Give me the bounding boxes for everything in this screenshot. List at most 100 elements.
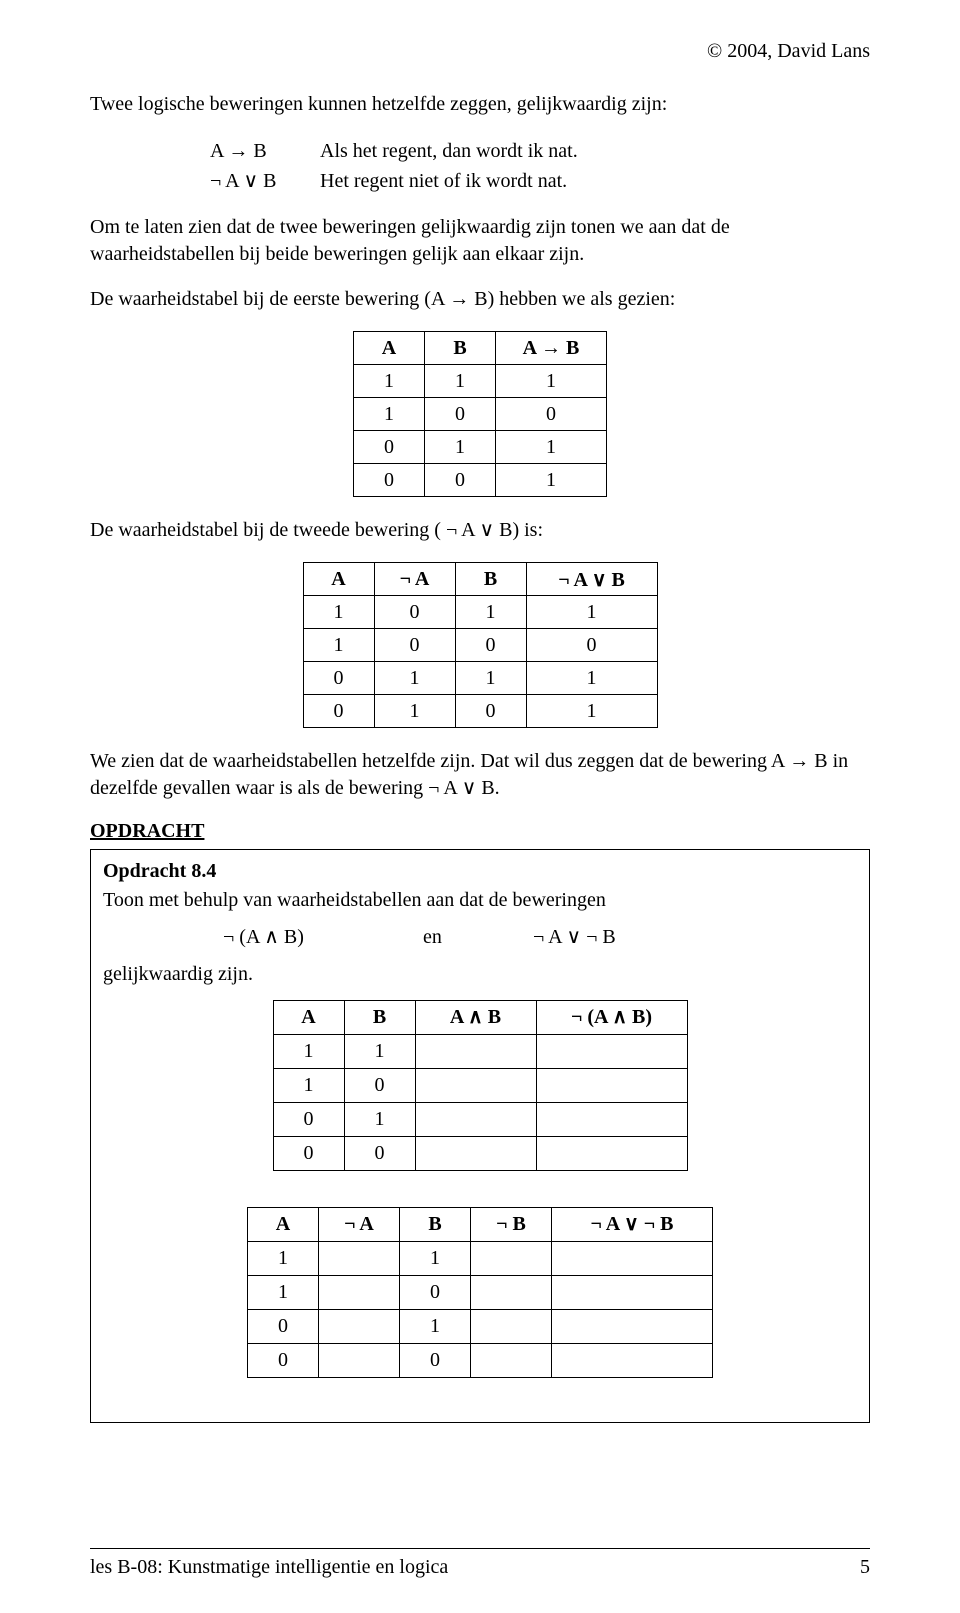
table-cell: 1 xyxy=(344,1035,415,1069)
table-cell xyxy=(319,1344,400,1378)
table-cell xyxy=(415,1069,536,1103)
examples-block: A → B Als het regent, dan wordt ik nat. … xyxy=(210,136,870,196)
example-sym: A → B xyxy=(210,136,320,166)
table-cell: 0 xyxy=(425,398,496,431)
table-row: 001 xyxy=(354,464,607,497)
table-cell: 0 xyxy=(400,1276,471,1310)
table-header-cell: ¬ A xyxy=(374,563,455,596)
table-cell: 1 xyxy=(248,1276,319,1310)
table-cell: 1 xyxy=(400,1242,471,1276)
table-cell: 1 xyxy=(425,431,496,464)
table-cell xyxy=(471,1242,552,1276)
table-row: 00 xyxy=(273,1137,687,1171)
table-cell: 0 xyxy=(374,629,455,662)
table-cell xyxy=(415,1137,536,1171)
table-cell: 0 xyxy=(248,1344,319,1378)
para-table1-intro: De waarheidstabel bij de eerste bewering… xyxy=(90,286,870,313)
table-header-cell: B xyxy=(455,563,526,596)
table-cell: 0 xyxy=(455,695,526,728)
table-cell: 0 xyxy=(354,431,425,464)
table-header-cell: ¬ B xyxy=(471,1208,552,1242)
table-row: 1000 xyxy=(303,629,657,662)
table-cell: 1 xyxy=(374,662,455,695)
table-cell xyxy=(536,1103,687,1137)
opdracht-title: Opdracht 8.4 xyxy=(103,858,857,885)
table-cell xyxy=(319,1276,400,1310)
table-cell xyxy=(552,1344,713,1378)
opdracht-heading: OPDRACHT xyxy=(90,820,870,843)
footer-page-number: 5 xyxy=(860,1556,870,1579)
para-intro: Twee logische beweringen kunnen hetzelfd… xyxy=(90,91,870,118)
table-cell xyxy=(552,1242,713,1276)
table-cell xyxy=(536,1069,687,1103)
table-cell: 0 xyxy=(303,695,374,728)
table-cell xyxy=(536,1035,687,1069)
table-header-cell: A xyxy=(273,1001,344,1035)
table-row: 11 xyxy=(273,1035,687,1069)
table-cell: 1 xyxy=(526,662,657,695)
table-cell xyxy=(319,1310,400,1344)
para-table2-intro: De waarheidstabel bij de tweede bewering… xyxy=(90,517,870,544)
table-cell: 0 xyxy=(374,596,455,629)
table-row: 01 xyxy=(248,1310,713,1344)
table-header-cell: B xyxy=(344,1001,415,1035)
table-cell xyxy=(415,1035,536,1069)
table-cell xyxy=(552,1310,713,1344)
table-cell: 1 xyxy=(303,629,374,662)
table-cell: 1 xyxy=(526,596,657,629)
table-cell: 0 xyxy=(496,398,607,431)
eq-left: ¬ (A ∧ B) xyxy=(223,924,423,951)
table-row: 0101 xyxy=(303,695,657,728)
table-row: 0111 xyxy=(303,662,657,695)
table-cell xyxy=(536,1137,687,1171)
table-cell: 1 xyxy=(400,1310,471,1344)
table-cell xyxy=(471,1344,552,1378)
table-header-cell: B xyxy=(425,332,496,365)
eq-mid: en xyxy=(423,924,533,951)
table-row: 1011 xyxy=(303,596,657,629)
table-header-cell: B xyxy=(400,1208,471,1242)
table-cell: 1 xyxy=(354,365,425,398)
table-cell: 0 xyxy=(273,1137,344,1171)
example-text: Als het regent, dan wordt ik nat. xyxy=(320,136,578,166)
footer-left: les B-08: Kunstmatige intelligentie en l… xyxy=(90,1556,448,1579)
table-cell: 0 xyxy=(526,629,657,662)
footer-rule xyxy=(90,1548,870,1549)
table-row: 100 xyxy=(354,398,607,431)
table-row: 111 xyxy=(354,365,607,398)
example-row: ¬ A ∨ B Het regent niet of ik wordt nat. xyxy=(210,166,870,196)
table-row: 11 xyxy=(248,1242,713,1276)
table-cell xyxy=(319,1242,400,1276)
table-cell: 0 xyxy=(303,662,374,695)
para-explain: Om te laten zien dat de twee beweringen … xyxy=(90,214,870,268)
table-cell: 0 xyxy=(248,1310,319,1344)
footer: les B-08: Kunstmatige intelligentie en l… xyxy=(90,1556,870,1579)
table-cell: 1 xyxy=(374,695,455,728)
table-cell: 0 xyxy=(354,464,425,497)
table-row: 01 xyxy=(273,1103,687,1137)
table-row: 00 xyxy=(248,1344,713,1378)
table-cell: 1 xyxy=(496,431,607,464)
table-cell: 1 xyxy=(303,596,374,629)
table-cell: 0 xyxy=(425,464,496,497)
table-row: 10 xyxy=(248,1276,713,1310)
opdracht-intro: Toon met behulp van waarheidstabellen aa… xyxy=(103,887,857,914)
table-header-cell: A ∧ B xyxy=(415,1001,536,1035)
table-cell: 1 xyxy=(496,365,607,398)
table-cell: 1 xyxy=(425,365,496,398)
table-header-cell: ¬ A ∨ B xyxy=(526,563,657,596)
opdracht-after: gelijkwaardig zijn. xyxy=(103,961,857,988)
page: © 2004, David Lans Twee logische bewerin… xyxy=(0,0,960,1613)
table-cell: 0 xyxy=(400,1344,471,1378)
table-header-cell: ¬ A ∨ ¬ B xyxy=(552,1208,713,1242)
table-cell xyxy=(415,1103,536,1137)
opdracht-eq: ¬ (A ∧ B) en ¬ A ∨ ¬ B xyxy=(223,924,857,951)
table-cell: 1 xyxy=(248,1242,319,1276)
table-cell xyxy=(471,1276,552,1310)
table-cell: 1 xyxy=(273,1069,344,1103)
truth-table-3: ABA ∧ B¬ (A ∧ B)11100100 xyxy=(273,1000,688,1171)
table-header-cell: A → B xyxy=(496,332,607,365)
table-header-cell: ¬ A xyxy=(319,1208,400,1242)
example-row: A → B Als het regent, dan wordt ik nat. xyxy=(210,136,870,166)
table-cell xyxy=(552,1276,713,1310)
